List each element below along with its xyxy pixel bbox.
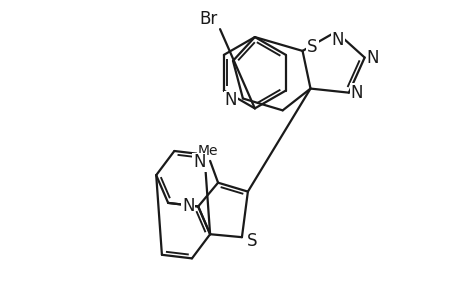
Text: S: S <box>246 232 257 250</box>
Text: N: N <box>193 154 205 172</box>
Text: S: S <box>307 38 317 56</box>
Text: N: N <box>350 84 362 102</box>
Text: N: N <box>224 92 237 110</box>
Text: N: N <box>182 197 194 215</box>
Text: Me: Me <box>197 144 218 158</box>
Text: N: N <box>331 31 343 49</box>
Text: N: N <box>365 49 378 67</box>
Text: Br: Br <box>199 10 217 28</box>
